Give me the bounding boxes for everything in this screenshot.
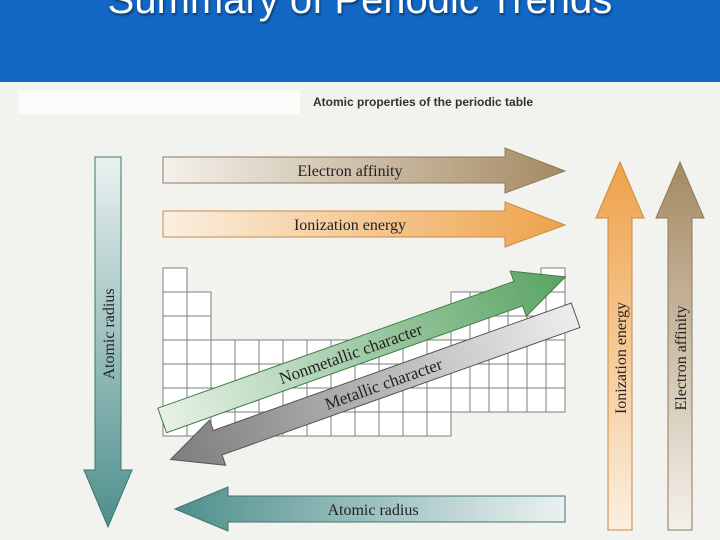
- electron-affinity-right-label: Electron affinity: [673, 306, 690, 411]
- ionization-energy-top-label: Ionization energy: [294, 217, 406, 234]
- electron-affinity-arrow-top: Electron affinity: [162, 147, 567, 194]
- atomic-radius-arrow-bottom: Atomic radius: [173, 486, 566, 532]
- figure-top-strip: [18, 90, 300, 114]
- electron-affinity-arrow-right: Electron affinity: [655, 160, 705, 531]
- electron-affinity-top-label: Electron affinity: [298, 163, 403, 180]
- slide-title-text: Summary of Periodic Trends: [107, 0, 613, 22]
- figure-caption: Atomic properties of the periodic table: [313, 95, 534, 109]
- atomic-radius-arrow-left: Atomic radius: [83, 156, 133, 529]
- ionization-energy-arrow-right: Ionization energy: [595, 160, 645, 531]
- ionization-energy-arrow-top: Ionization energy: [162, 201, 567, 248]
- slide-title: Summary of Periodic Trends: [0, 0, 720, 100]
- atomic-radius-bottom-label: Atomic radius: [327, 502, 418, 519]
- atomic-radius-left-label: Atomic radius: [101, 288, 118, 379]
- ionization-energy-right-label: Ionization energy: [613, 302, 630, 414]
- slide-header: [0, 0, 720, 82]
